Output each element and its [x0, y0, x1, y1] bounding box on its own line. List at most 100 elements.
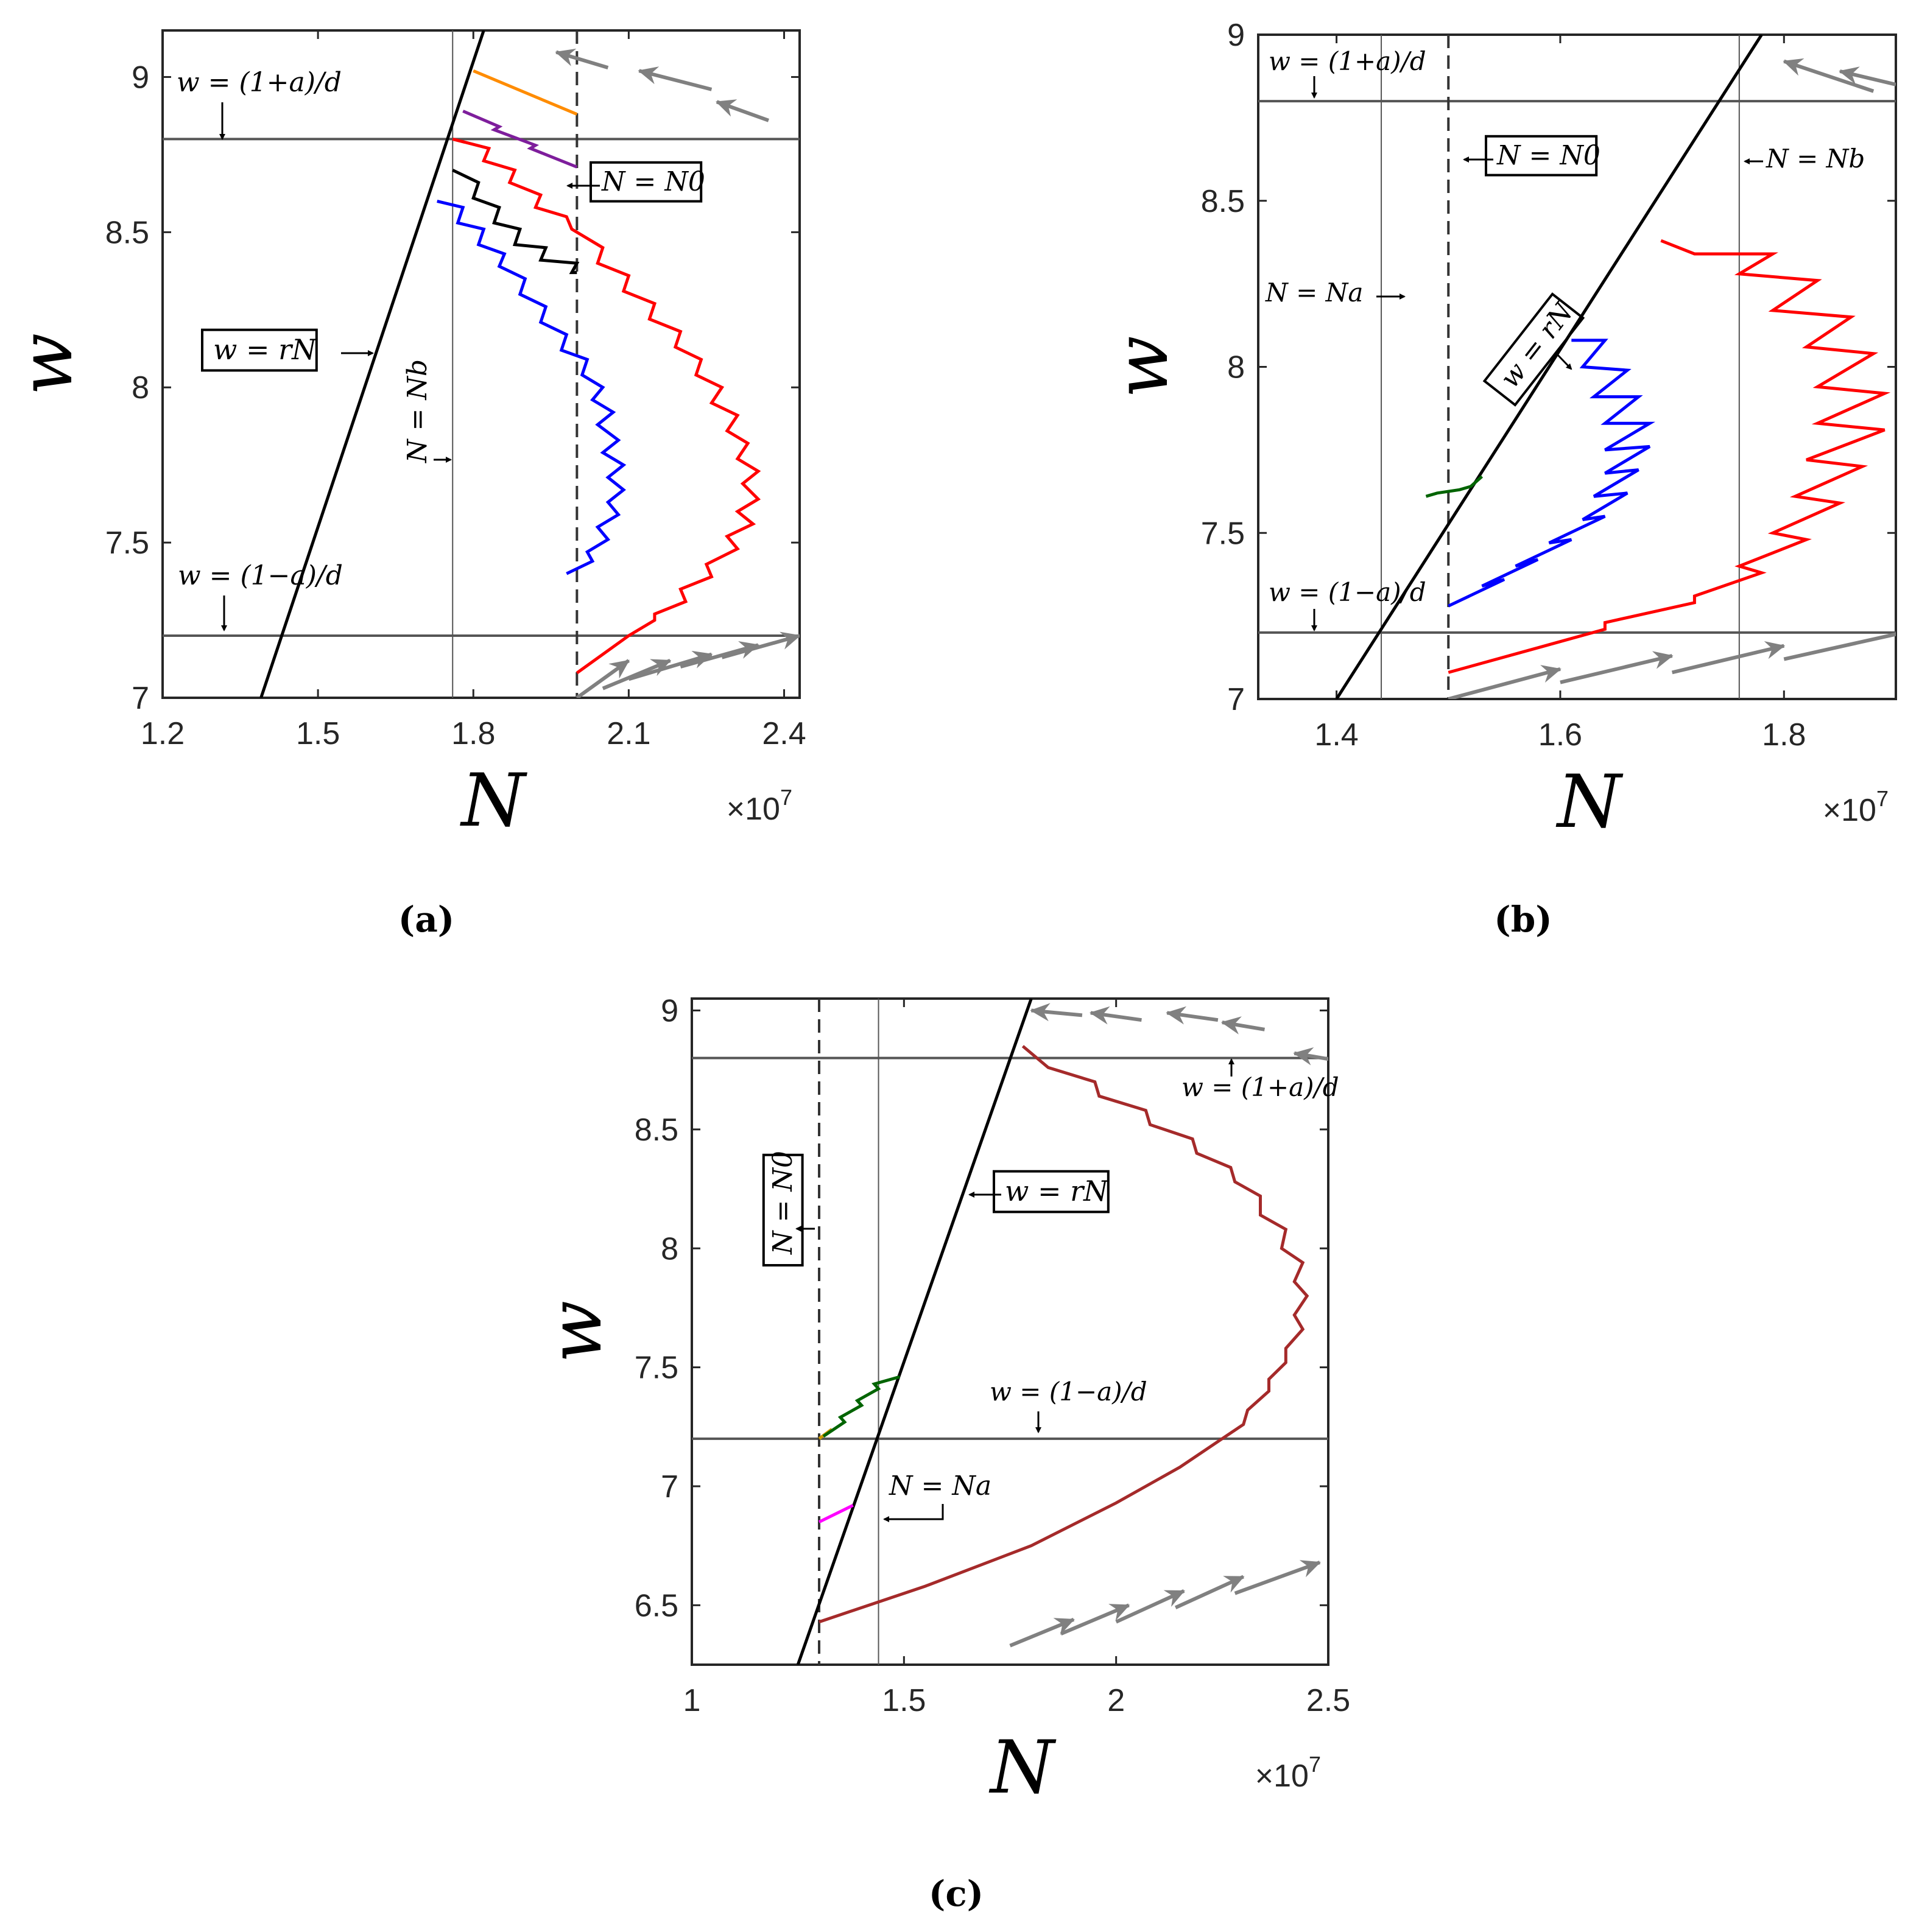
annotation: N = N0 [762, 1151, 815, 1266]
y-tick-label: 9 [661, 994, 678, 1029]
flow-arrow [628, 650, 713, 681]
x-tick-label: 1.4 [1314, 717, 1358, 753]
y-tick-label: 8 [1227, 350, 1245, 385]
x-axis-label: N [988, 1726, 1057, 1810]
y-tick-label: 8 [132, 370, 149, 406]
x-tick-label: 1.2 [141, 716, 185, 751]
annotation: w = (1+a)/d [177, 67, 342, 140]
flow-arrow [1234, 1560, 1321, 1595]
x-tick-label: 2.5 [1306, 1683, 1350, 1718]
y-tick-label: 7.5 [1201, 516, 1245, 551]
annotation: w = rN [201, 328, 374, 372]
w-rN-line [259, 30, 485, 698]
series-line-2 [452, 169, 580, 275]
w-rN-line [1335, 35, 1763, 699]
x-multiplier: ×107 [1255, 1752, 1321, 1794]
annotation-box [201, 328, 318, 372]
annotation-text: N = N0 [1496, 140, 1600, 171]
annotation: N = Nb [1744, 144, 1865, 174]
caption-a: (a) [398, 899, 454, 940]
y-axis-label: w [533, 1301, 618, 1363]
y-tick-label: 9 [132, 60, 149, 95]
annotation: w = (1−a)/d [990, 1377, 1147, 1433]
flow-arrow [1009, 1617, 1075, 1648]
annotation: N = N0 [1463, 135, 1600, 177]
annotation: N = Na [883, 1470, 991, 1522]
flow-arrow [721, 631, 800, 659]
x-multiplier-exponent: 7 [1309, 1752, 1321, 1777]
x-tick-label: 2.1 [607, 716, 650, 751]
annotation-box [1485, 135, 1598, 177]
y-tick-label: 8.5 [1201, 184, 1245, 219]
y-tick-label: 7 [132, 681, 149, 716]
axes-frame [691, 997, 1329, 1666]
x-axis-label: N [460, 759, 528, 843]
series-line-3 [819, 1045, 1309, 1624]
panel-c: 1 1.5 2 2.5 6.5 7 7.5 8 8.5 9 Nw ×107 N = N0 w = rN w … [533, 994, 1350, 1810]
x-tick-label: 1 [683, 1683, 701, 1718]
x-tick-label: 1.5 [296, 716, 340, 751]
plot-area [692, 999, 1328, 1665]
annotation-box [993, 1170, 1110, 1214]
y-tick-label: 9 [1227, 18, 1245, 53]
x-tick-label: 2.4 [762, 716, 806, 751]
flow-arrow [1220, 1016, 1265, 1034]
y-tick-label: 7.5 [105, 525, 149, 561]
x-tick-label: 1.5 [882, 1683, 926, 1718]
series-line-0 [1425, 475, 1484, 498]
flow-arrow [680, 641, 759, 669]
annotation: w = rN [968, 1170, 1110, 1214]
x-tick-label: 1.8 [1762, 717, 1806, 753]
x-multiplier-exponent: 7 [780, 785, 792, 810]
annotation: w = (1−a)/d [1269, 577, 1426, 631]
annotation-text: w = (1−a)/d [990, 1377, 1147, 1407]
flow-arrow [1030, 1003, 1083, 1022]
flow-arrow [1839, 66, 1896, 86]
series-line-1 [462, 110, 578, 169]
annotation-text: N = N0 [601, 166, 705, 197]
y-tick-label: 8 [661, 1231, 678, 1266]
x-tick-label: 2 [1107, 1683, 1125, 1718]
y-tick-label: 7 [1227, 682, 1245, 717]
series-line-2 [1448, 239, 1891, 674]
series-line-3 [437, 199, 627, 575]
y-tick-label: 6.5 [635, 1588, 678, 1623]
flow-arrow [1115, 1589, 1185, 1624]
y-tick-label: 7 [661, 1469, 678, 1505]
flow-arrow [1783, 58, 1875, 93]
annotation-arrow [883, 1504, 944, 1522]
annotation-text: N = Nb [1766, 144, 1865, 174]
annotation-box [762, 1153, 804, 1266]
x-tick-label: 1.8 [451, 716, 495, 751]
flow-arrow [602, 659, 672, 690]
y-axis-label: w [1100, 335, 1185, 398]
annotation: N = Na [1265, 278, 1406, 307]
series-line-1 [1448, 339, 1655, 608]
flow-arrow [1671, 641, 1786, 675]
y-tick-label: 8.5 [105, 215, 149, 250]
annotation-text: w = rN [1494, 297, 1580, 394]
annotation-text: w = rN [213, 333, 317, 366]
flow-arrow [716, 99, 769, 122]
annotation-text: w = (1+a)/d [177, 67, 342, 98]
x-multiplier: ×107 [727, 785, 792, 827]
caption-b: (b) [1494, 899, 1552, 940]
annotation-arrow [1555, 352, 1572, 370]
flow-arrow [1174, 1575, 1245, 1609]
flow-arrow [576, 659, 630, 698]
flow-arrow [1448, 665, 1562, 699]
series-line-2 [822, 1375, 901, 1438]
flow-arrow [1293, 1047, 1328, 1066]
annotation-text: w = (1−a)/d [178, 560, 343, 591]
series-line-4 [452, 137, 761, 675]
flow-arrow [638, 66, 713, 91]
series-line-0 [818, 1503, 854, 1523]
annotation: N = Nb [402, 359, 452, 463]
x-multiplier-exponent: 7 [1876, 786, 1889, 811]
plot-area [163, 30, 800, 698]
x-axis-label: N [1555, 760, 1624, 845]
panel-a: 1.2 1.5 1.8 2.1 2.4 7 7.5 8 8.5 9 Nw ×107 w = (1+a)/… [4, 29, 806, 843]
plot-area [1258, 35, 1896, 699]
flow-arrow [1560, 651, 1674, 684]
w-rN-line [796, 999, 1033, 1665]
